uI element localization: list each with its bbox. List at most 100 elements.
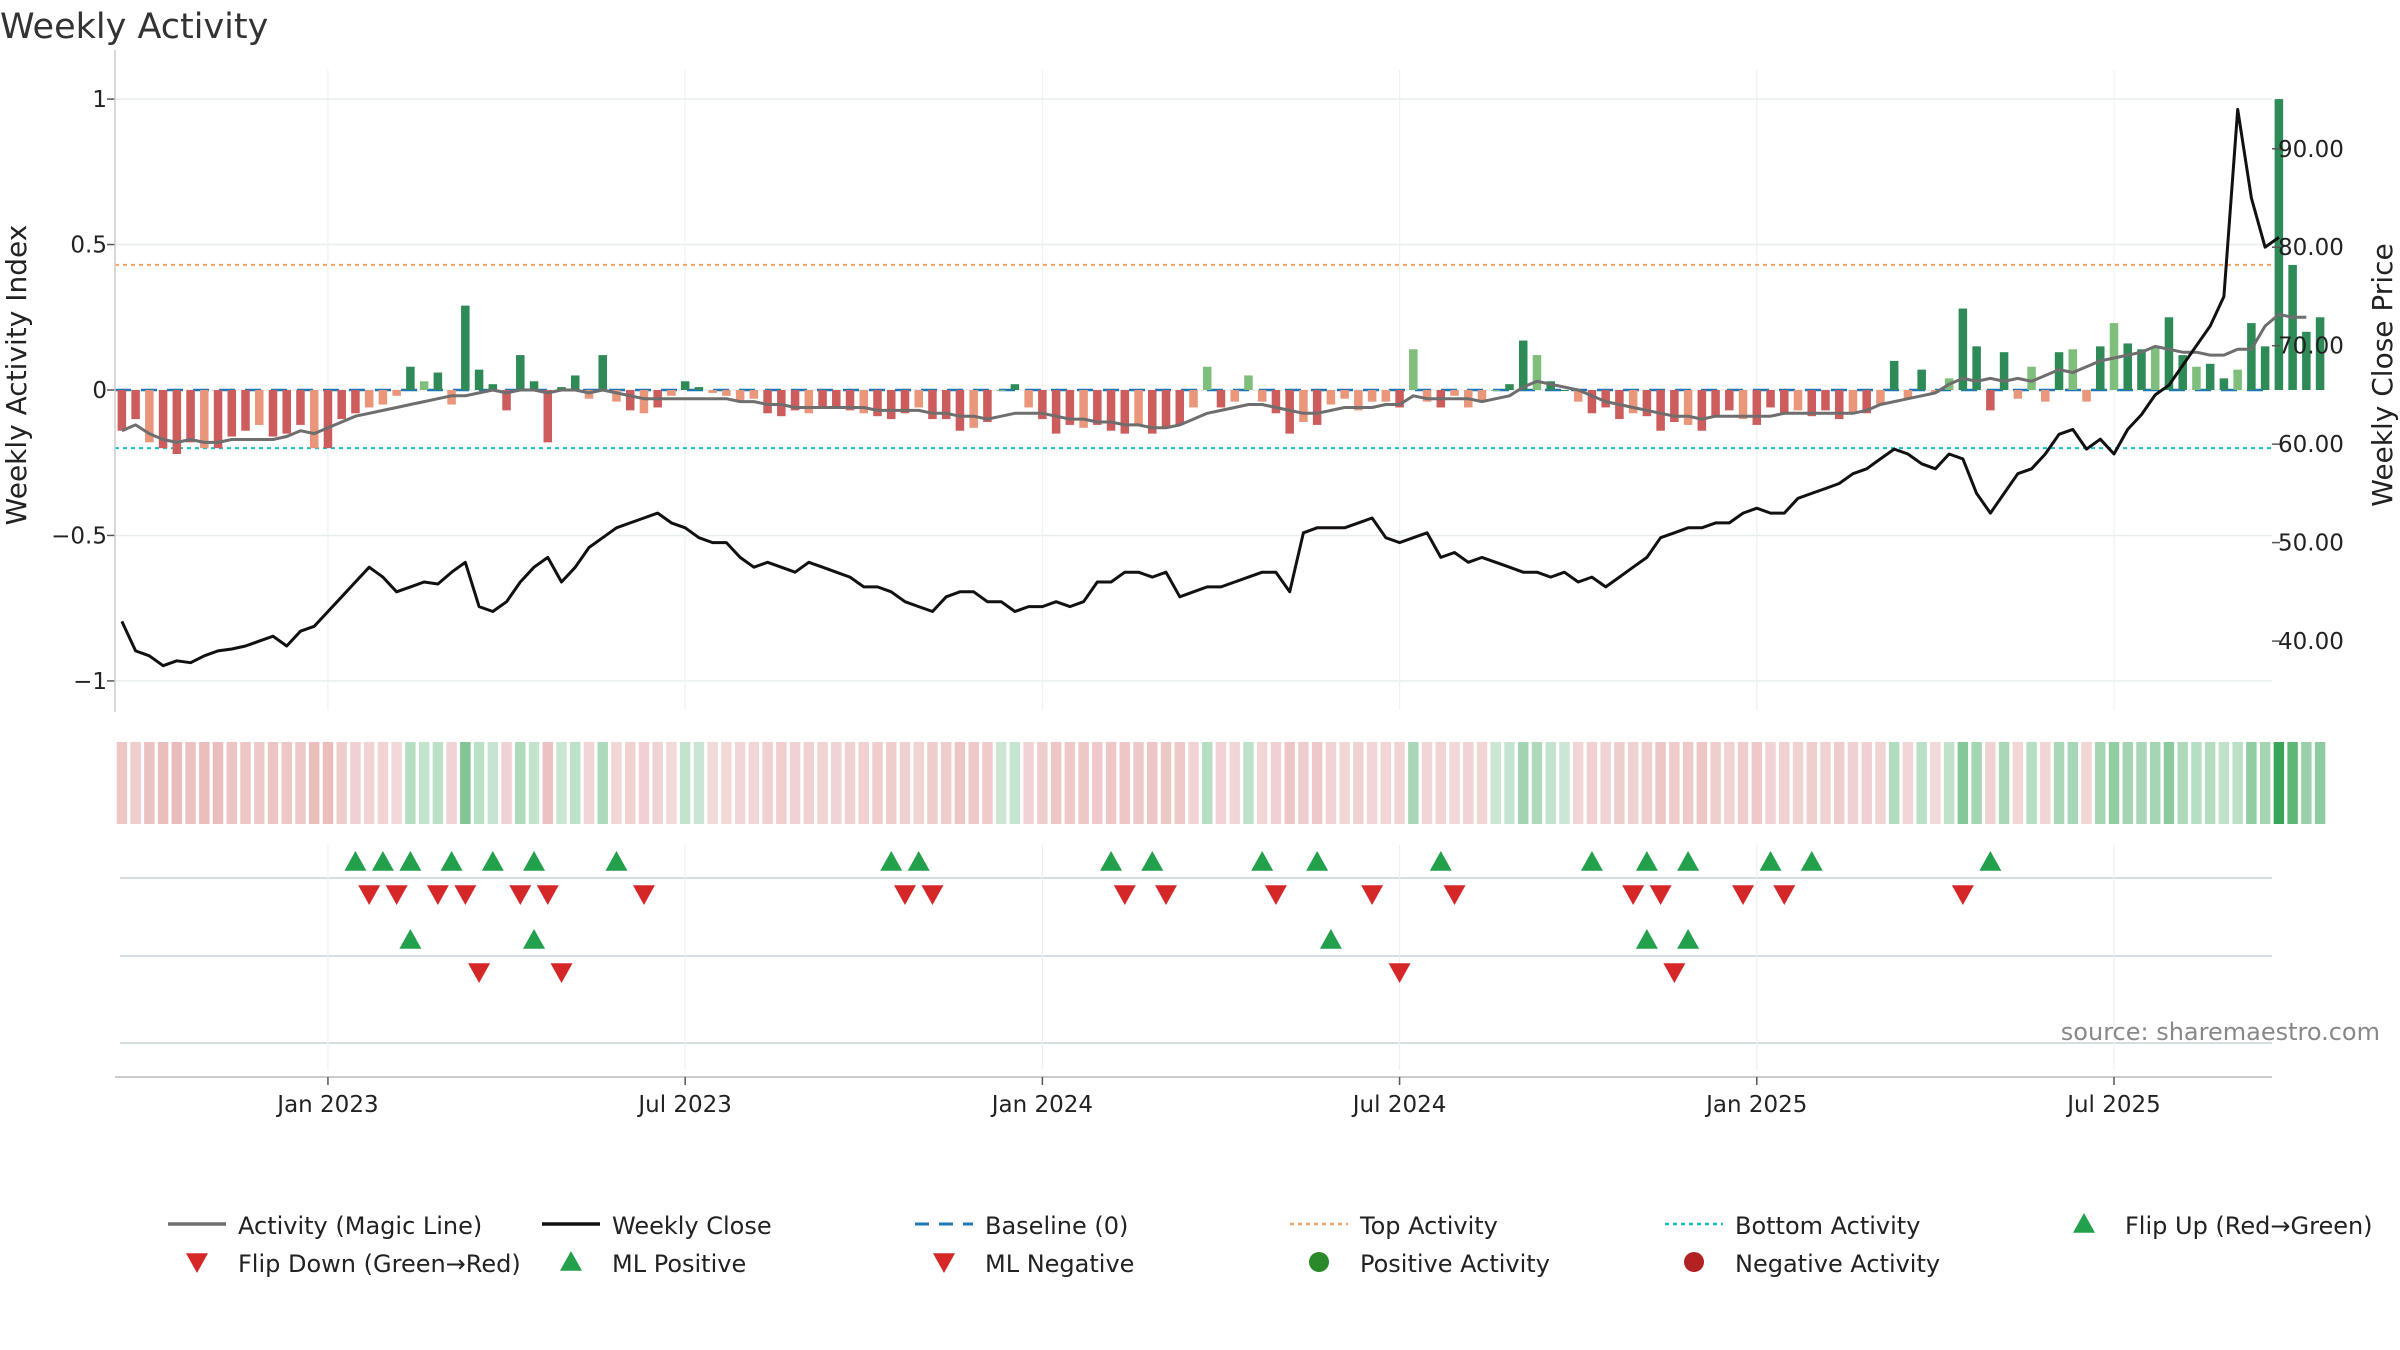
activity-bar	[282, 390, 291, 434]
heat-cell	[1655, 742, 1666, 824]
legend-item: Flip Down (Green→Red)	[186, 1250, 521, 1278]
heat-cell	[2122, 742, 2133, 824]
activity-bar	[639, 390, 649, 414]
heat-cell	[405, 742, 416, 824]
heat-cell	[858, 742, 869, 824]
heat-cell	[1366, 742, 1378, 824]
activity-bar	[832, 390, 841, 408]
heat-cell	[1229, 742, 1240, 824]
heat-cell	[734, 742, 746, 824]
signal-markers	[120, 845, 2272, 1070]
activity-bar	[1642, 390, 1652, 417]
heat-cell	[913, 742, 924, 824]
heat-cell	[1449, 742, 1460, 824]
activity-bar	[213, 390, 223, 449]
activity-bar	[941, 390, 951, 420]
activity-bar	[1821, 390, 1830, 411]
x-tick-label: Jul 2023	[636, 1092, 732, 1118]
heat-cell	[1380, 742, 1392, 824]
heat-cell	[652, 742, 663, 824]
flip-down-marker	[1361, 885, 1384, 905]
heat-cell	[1463, 742, 1474, 824]
flip-up-marker	[1635, 851, 1658, 871]
flip-up-marker	[399, 851, 422, 871]
activity-bar	[722, 390, 731, 396]
heat-cell	[1078, 742, 1089, 824]
ml-negative-marker	[550, 963, 573, 983]
heat-cell	[130, 742, 141, 824]
heat-cell	[501, 742, 512, 824]
activity-bar	[145, 390, 154, 443]
heat-cell	[570, 742, 581, 824]
activity-bar	[1738, 390, 1748, 420]
legend-label: Baseline (0)	[985, 1212, 1128, 1240]
activity-bar	[131, 390, 140, 420]
heat-cell	[1834, 742, 1845, 824]
heat-cell	[1256, 742, 1268, 824]
legend-circle-icon	[1309, 1252, 1329, 1272]
activity-bar	[268, 390, 278, 437]
activity-bar	[2288, 264, 2297, 390]
activity-bar	[1395, 390, 1404, 408]
activity-bar	[598, 355, 607, 390]
activity-bar	[172, 390, 182, 454]
heat-cell	[556, 742, 567, 824]
activity-bar	[186, 390, 195, 443]
activity-bar	[1230, 390, 1239, 402]
activity-bar	[474, 369, 484, 390]
legend-label: Weekly Close	[612, 1212, 772, 1240]
ml-positive-marker	[1319, 929, 1342, 949]
activity-bar	[1683, 390, 1693, 425]
right-tick-label: 50.00	[2278, 531, 2344, 557]
activity-bar	[570, 375, 580, 390]
activity-bar	[2164, 317, 2174, 390]
activity-bar	[2178, 355, 2187, 390]
heat-cell	[1847, 742, 1859, 824]
flip-down-marker	[1443, 885, 1466, 905]
activity-bar	[612, 390, 621, 402]
heat-cell	[1971, 742, 1982, 824]
heat-cell	[1875, 742, 1886, 824]
legend-label: ML Positive	[612, 1250, 746, 1278]
heat-cell	[1339, 742, 1350, 824]
heat-cell	[1435, 742, 1447, 824]
heat-cell	[748, 742, 760, 824]
legend-label: Bottom Activity	[1735, 1212, 1920, 1240]
activity-bar	[2041, 390, 2050, 402]
activity-bar	[1601, 390, 1610, 408]
activity-bar	[117, 390, 127, 431]
heat-cell	[2053, 742, 2065, 824]
heat-cell	[2095, 742, 2106, 824]
heat-cell	[1243, 742, 1254, 824]
flip-down-marker	[632, 885, 655, 905]
activity-bar	[1986, 390, 1995, 411]
heat-cell	[116, 742, 128, 824]
heat-cell	[1531, 742, 1543, 824]
x-tick-label: Jan 2023	[275, 1092, 378, 1118]
legend-label: Positive Activity	[1360, 1250, 1550, 1278]
activity-bar	[1354, 390, 1363, 411]
activity-bar	[2205, 363, 2215, 390]
heat-cell	[583, 742, 595, 824]
activity-bar	[1409, 349, 1418, 390]
heat-cell	[707, 742, 718, 824]
activity-bar	[667, 390, 676, 396]
series-lines	[120, 107, 2307, 668]
heat-cell	[1682, 742, 1694, 824]
activity-bar	[323, 390, 333, 449]
heat-cell	[2108, 742, 2120, 824]
heat-cell	[528, 742, 540, 824]
ml-negative-marker	[1388, 963, 1411, 983]
activity-bar	[763, 390, 772, 414]
activity-bar	[2302, 331, 2311, 390]
legend-label: ML Negative	[985, 1250, 1134, 1278]
activity-bar	[1326, 390, 1336, 405]
activity-bar	[845, 390, 855, 411]
activity-bar	[900, 390, 910, 414]
activity-bar	[1697, 390, 1707, 431]
heat-cell	[418, 742, 430, 824]
activity-bar	[735, 390, 745, 402]
heat-cell	[212, 742, 224, 824]
heat-cell	[1792, 742, 1804, 824]
heat-cell	[240, 742, 251, 824]
